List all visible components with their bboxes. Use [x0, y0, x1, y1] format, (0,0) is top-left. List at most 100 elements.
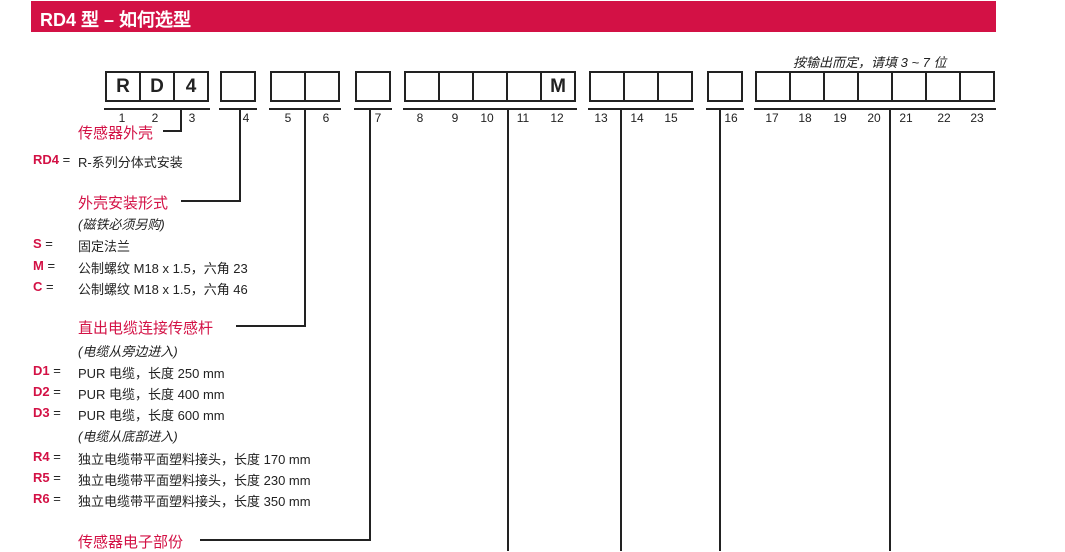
leader-line [200, 539, 371, 541]
leader-line [163, 130, 182, 132]
option-desc: PUR 电缆，长度 600 mm [78, 408, 225, 423]
option-code: R5 = [33, 470, 61, 485]
option-desc: PUR 电缆，长度 250 mm [78, 366, 225, 381]
position-number: 15 [664, 111, 678, 125]
electronics-label: 传感器电子部份 [78, 534, 184, 551]
position-number: 1 [118, 111, 126, 125]
code: R5 [33, 470, 50, 485]
desc: R-系列分体式安装 [78, 155, 183, 170]
leader-line [304, 108, 306, 327]
code-box-10 [472, 71, 508, 102]
code-box-20 [857, 71, 893, 102]
code: D1 [33, 363, 50, 378]
equals: = [53, 384, 61, 399]
leader-line [180, 108, 182, 132]
code: RD4 [33, 152, 60, 167]
equals: = [45, 236, 53, 251]
code-box-6 [304, 71, 340, 102]
underline [588, 108, 694, 110]
underline [219, 108, 257, 110]
option-code: S = [33, 236, 53, 251]
mount-label: 外壳安装形式 [78, 195, 169, 212]
option-code: M = [33, 258, 55, 273]
underline [403, 108, 577, 110]
underline [354, 108, 392, 110]
position-number: 2 [151, 111, 159, 125]
code-box-7 [355, 71, 391, 102]
equals: = [46, 279, 54, 294]
option-desc: 独立电缆带平面塑料接头，长度 170 mm [78, 452, 311, 467]
position-number: 12 [550, 111, 564, 125]
leader-line [620, 108, 622, 551]
page-title: RD4 型 – 如何选型 [40, 10, 192, 30]
option-code: C = [33, 279, 54, 294]
position-number: 5 [284, 111, 292, 125]
option-desc: 固定法兰 [78, 239, 131, 254]
code-box-15 [657, 71, 693, 102]
position-number: 3 [188, 111, 196, 125]
code-box-2: D [139, 71, 175, 102]
code-box-18 [789, 71, 825, 102]
option-desc: 公制螺纹 M18 x 1.5，六角 46 [78, 282, 248, 297]
code: D3 [33, 405, 50, 420]
cable-note-side: (电缆从旁边进入) [78, 344, 178, 359]
equals: = [53, 491, 61, 506]
code-box-5 [270, 71, 306, 102]
position-number: 13 [594, 111, 608, 125]
cable-label: 直出电缆连接传感杆 [78, 320, 214, 337]
option-code: R6 = [33, 491, 61, 506]
underline [104, 108, 210, 110]
option-code: R4 = [33, 449, 61, 464]
position-number: 10 [480, 111, 494, 125]
position-number: 11 [516, 111, 530, 125]
equals: = [53, 363, 61, 378]
code-box-3: 4 [173, 71, 209, 102]
position-number: 9 [451, 111, 459, 125]
code-box-1: R [105, 71, 141, 102]
position-number: 18 [798, 111, 812, 125]
equals: = [53, 470, 61, 485]
option-desc: 公制螺纹 M18 x 1.5，六角 23 [78, 261, 248, 276]
code-rd4: RD4 = [33, 152, 70, 167]
code: R4 [33, 449, 50, 464]
code: D2 [33, 384, 50, 399]
code: M [33, 258, 44, 273]
title-bar: RD4 型 – 如何选型 [31, 1, 996, 32]
leader-line [236, 325, 306, 327]
mount-note: (磁铁必须另购) [78, 217, 165, 232]
code-box-12: M [540, 71, 576, 102]
code-box-4 [220, 71, 256, 102]
option-code: D1 = [33, 363, 61, 378]
leader-line [369, 108, 371, 541]
option-desc: PUR 电缆，长度 400 mm [78, 387, 225, 402]
cable-note-bottom: (电缆从底部进入) [78, 429, 178, 444]
code: C [33, 279, 43, 294]
underline [706, 108, 744, 110]
code-box-13 [589, 71, 625, 102]
code-box-9 [438, 71, 474, 102]
position-number: 4 [242, 111, 250, 125]
code-box-22 [925, 71, 961, 102]
code-box-23 [959, 71, 995, 102]
option-code: D2 = [33, 384, 61, 399]
leader-line [889, 108, 891, 551]
equals: = [47, 258, 56, 273]
code: S [33, 236, 42, 251]
option-code: D3 = [33, 405, 61, 420]
code-box-8 [404, 71, 440, 102]
equals: = [53, 449, 61, 464]
position-number: 8 [416, 111, 424, 125]
position-number: 21 [899, 111, 913, 125]
position-number: 23 [970, 111, 984, 125]
option-desc: 独立电缆带平面塑料接头，长度 350 mm [78, 494, 311, 509]
position-number: 22 [937, 111, 951, 125]
equals: = [53, 405, 61, 420]
option-desc: 独立电缆带平面塑料接头，长度 230 mm [78, 473, 311, 488]
code: R6 [33, 491, 50, 506]
leader-line [507, 108, 509, 551]
leader-line [239, 108, 241, 202]
position-number: 16 [724, 111, 738, 125]
position-number: 6 [322, 111, 330, 125]
position-number: 14 [630, 111, 644, 125]
code-box-19 [823, 71, 859, 102]
